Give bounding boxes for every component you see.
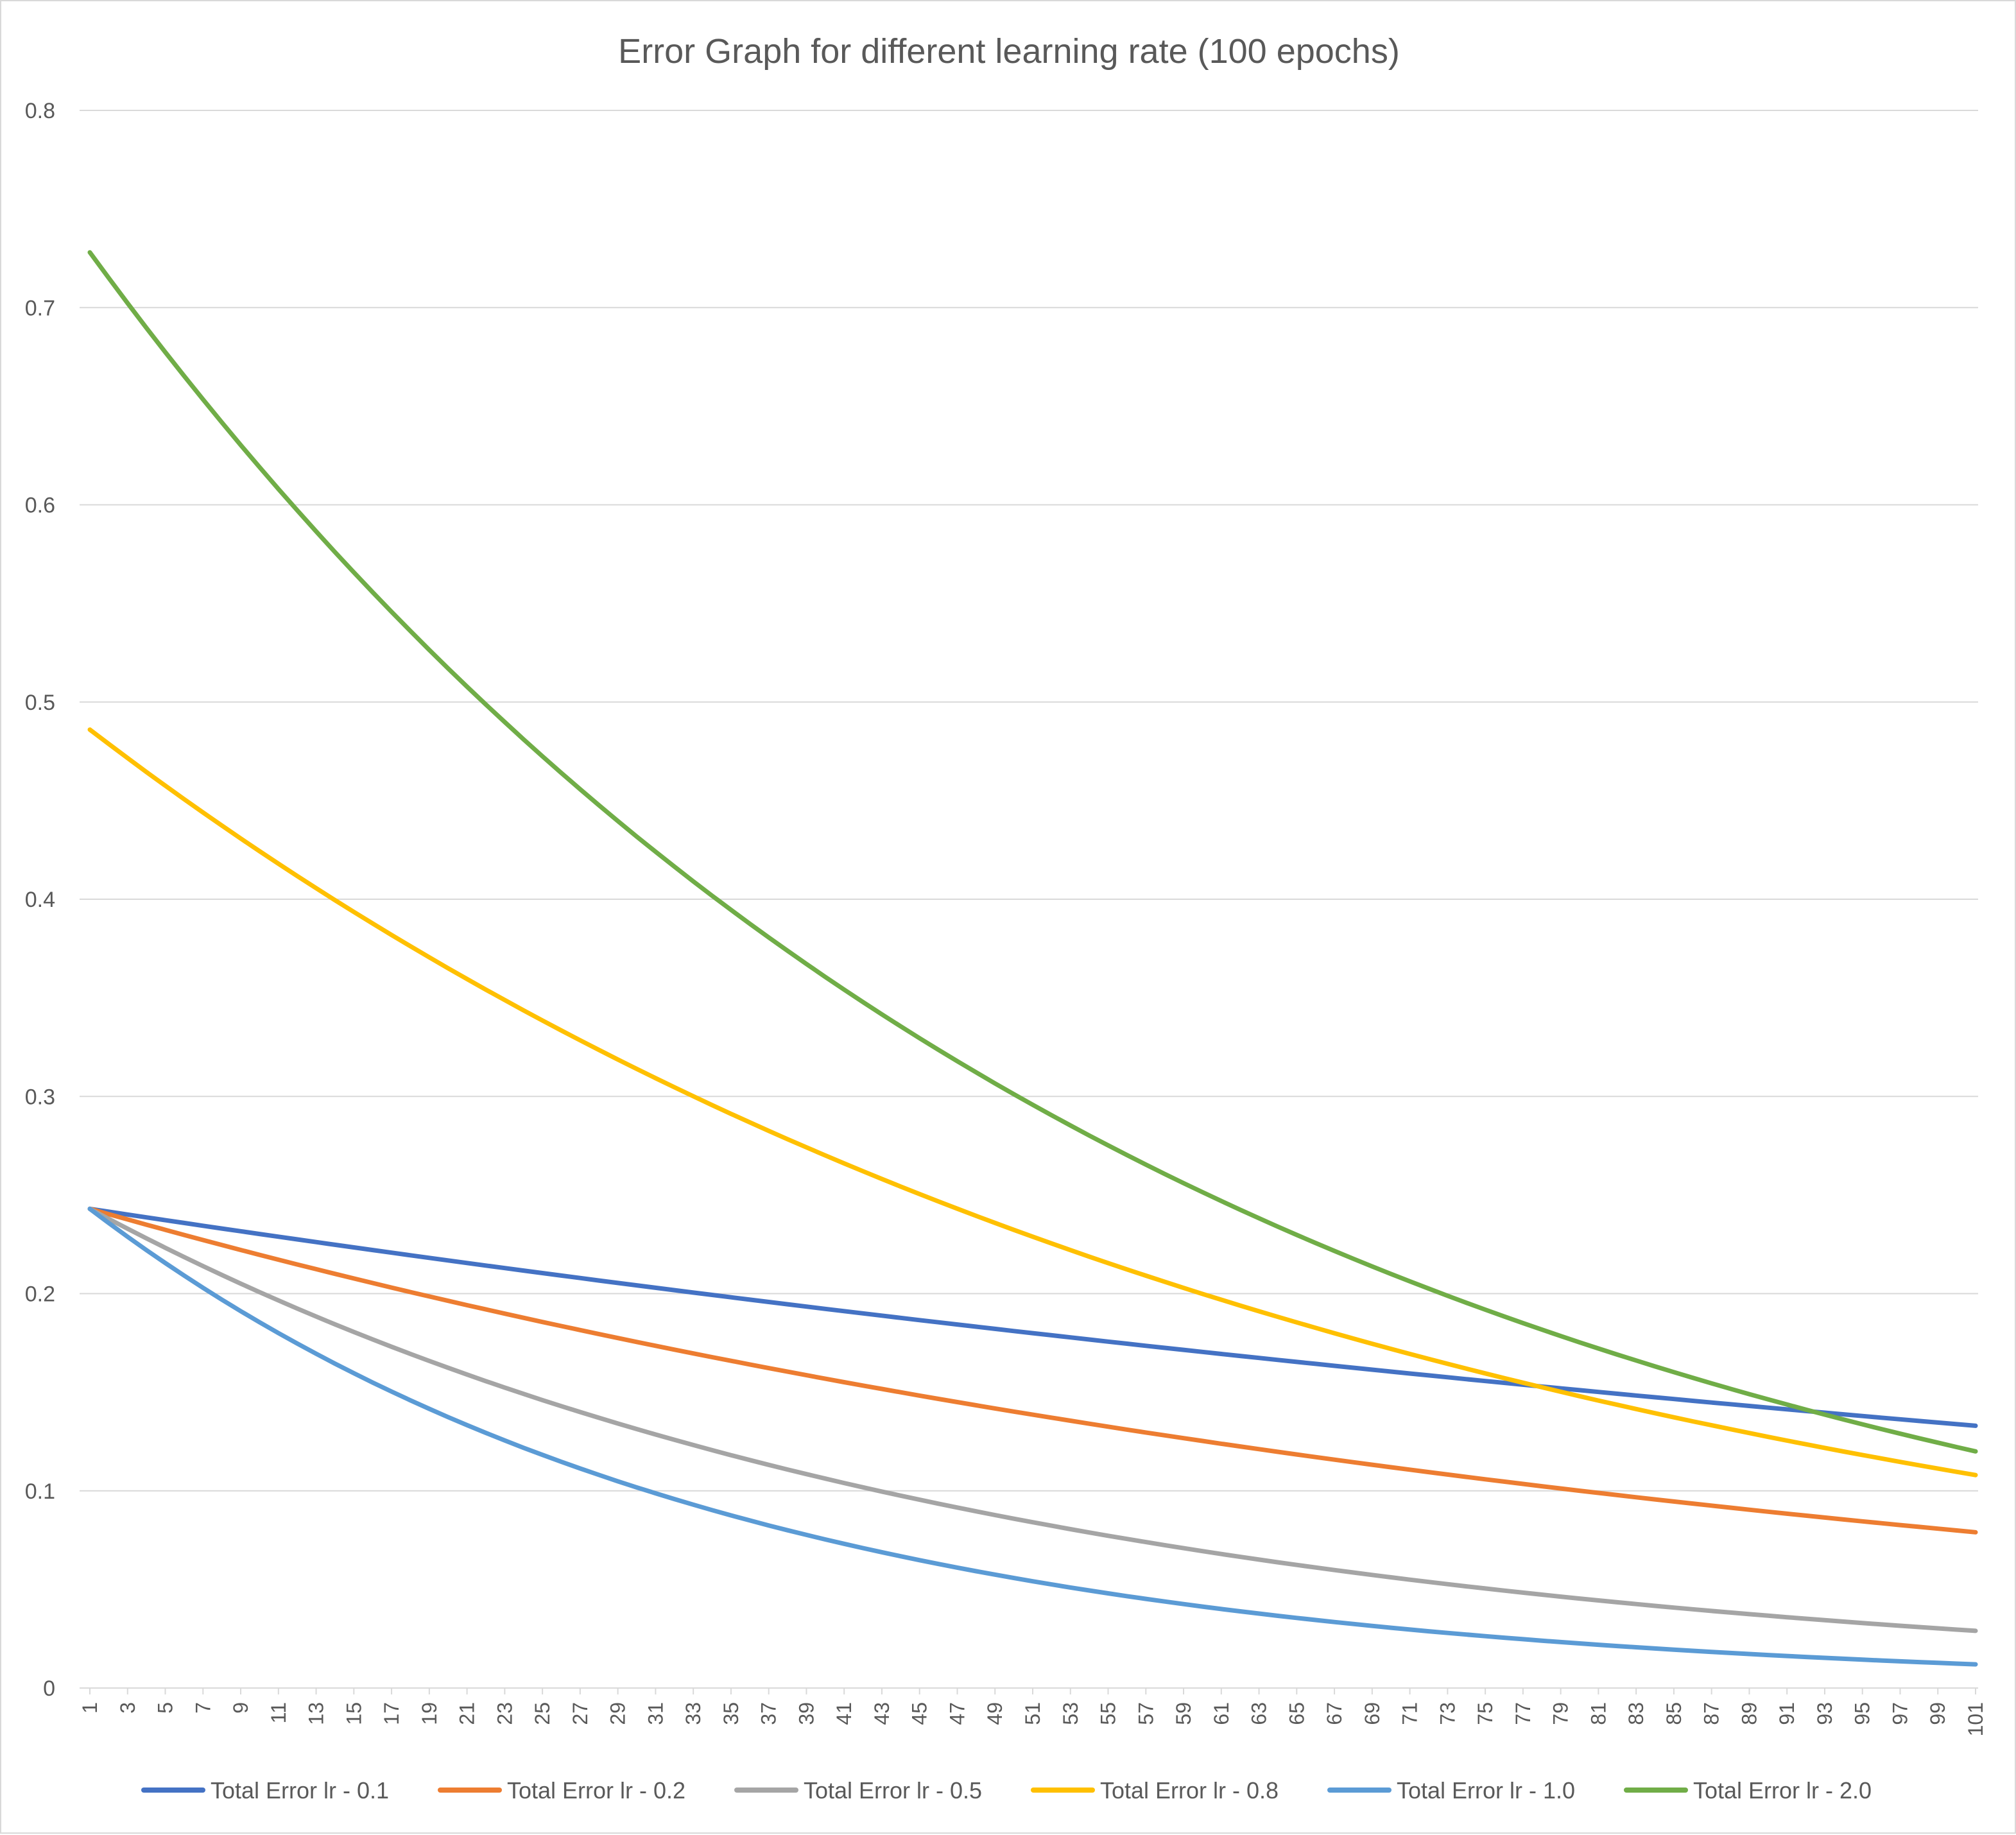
x-tick-label: 63 (1248, 1702, 1271, 1725)
x-tick-label: 81 (1587, 1702, 1610, 1725)
x-tick-label: 101 (1964, 1702, 1987, 1736)
series-line-1 (87, 1206, 1978, 1535)
legend-label: Total Error lr - 0.1 (211, 1777, 389, 1804)
legend-label: Total Error lr - 0.2 (507, 1777, 685, 1804)
x-tick-label: 11 (267, 1702, 290, 1723)
x-tick-label: 45 (908, 1702, 931, 1725)
x-tick-label: 49 (983, 1702, 1006, 1725)
x-tick-label: 65 (1285, 1702, 1308, 1725)
series-line-5 (87, 250, 1978, 1454)
series-line-0 (87, 1206, 1978, 1428)
gridlines (80, 110, 1978, 1689)
x-tick-label: 29 (607, 1702, 630, 1725)
x-tick-label: 7 (191, 1702, 214, 1714)
x-tick-label: 27 (569, 1702, 592, 1725)
x-tick-label: 51 (1021, 1702, 1044, 1725)
y-tick-label: 0.3 (25, 1085, 55, 1109)
legend-item: Total Error lr - 1.0 (1327, 1777, 1575, 1804)
series-line-2 (87, 1206, 1978, 1633)
x-tick-label: 3 (116, 1702, 139, 1714)
y-tick-label: 0.8 (25, 99, 55, 123)
x-tick-label: 75 (1474, 1702, 1497, 1725)
x-tick-label: 97 (1888, 1702, 1911, 1725)
x-tick-label: 61 (1210, 1702, 1233, 1725)
x-tick-label: 85 (1662, 1702, 1685, 1725)
x-tick-label: 31 (644, 1702, 667, 1725)
y-axis: 0 0.1 0.2 0.3 0.4 0.5 0.6 0.7 0.8 (25, 99, 55, 1701)
x-tick-label: 37 (757, 1702, 780, 1725)
legend-item: Total Error lr - 0.2 (438, 1777, 685, 1804)
x-tick-label: 77 (1512, 1702, 1535, 1725)
x-tick-label: 73 (1436, 1702, 1459, 1725)
x-tick-label: 17 (380, 1702, 403, 1725)
x-tick-label: 57 (1134, 1702, 1157, 1725)
legend: Total Error lr - 0.1 Total Error lr - 0.2… (141, 1777, 1872, 1804)
x-tick-label: 95 (1851, 1702, 1874, 1725)
x-tick-label: 89 (1737, 1702, 1761, 1725)
x-tick-label: 55 (1097, 1702, 1120, 1725)
x-tick-label: 79 (1549, 1702, 1572, 1725)
x-tick-label: 43 (870, 1702, 893, 1725)
x-tick-label: 23 (493, 1702, 516, 1725)
x-tick-label: 69 (1361, 1702, 1384, 1725)
y-tick-label: 0.7 (25, 296, 55, 320)
x-tick-label: 67 (1323, 1702, 1346, 1725)
x-tick-label: 71 (1399, 1702, 1422, 1725)
x-tick-label: 39 (795, 1702, 818, 1725)
x-tick-label: 53 (1059, 1702, 1082, 1725)
legend-item: Total Error lr - 0.8 (1031, 1777, 1279, 1804)
legend-label: Total Error lr - 1.0 (1397, 1777, 1575, 1804)
legend-label: Total Error lr - 2.0 (1693, 1777, 1872, 1804)
x-tick-label: 35 (719, 1702, 743, 1725)
x-tick-label: 19 (418, 1702, 441, 1725)
x-tick-label: 93 (1813, 1702, 1836, 1725)
x-axis: 1 3 5 7 9 11 13 15 17 19 21 23 25 27 29 31 33 35 37 39 41 43 4… (78, 1688, 1987, 1736)
chart-title: Error Graph for different learning rate … (618, 32, 1400, 71)
y-tick-label: 0.6 (25, 494, 55, 518)
x-tick-label: 5 (154, 1702, 177, 1714)
legend-item: Total Error lr - 0.5 (734, 1777, 982, 1804)
x-tick-label: 83 (1624, 1702, 1648, 1725)
y-tick-label: 0.1 (25, 1479, 55, 1504)
x-tick-label: 15 (342, 1702, 365, 1725)
series-lines (87, 250, 1978, 1667)
legend-item: Total Error lr - 0.1 (141, 1777, 389, 1804)
legend-label: Total Error lr - 0.5 (804, 1777, 982, 1804)
y-tick-label: 0.2 (25, 1282, 55, 1307)
y-tick-label: 0 (43, 1676, 55, 1701)
x-tick-label: 99 (1926, 1702, 1949, 1725)
series-line-3 (87, 727, 1978, 1477)
legend-label: Total Error lr - 0.8 (1100, 1777, 1279, 1804)
x-tick-label: 25 (531, 1702, 554, 1725)
legend-item: Total Error lr - 2.0 (1624, 1777, 1872, 1804)
x-tick-label: 9 (229, 1702, 252, 1714)
y-tick-label: 0.5 (25, 691, 55, 715)
x-tick-label: 41 (832, 1702, 856, 1725)
x-tick-label: 1 (78, 1702, 101, 1714)
x-tick-label: 47 (945, 1702, 969, 1725)
y-tick-label: 0.4 (25, 888, 55, 912)
series-line-4 (87, 1206, 1978, 1667)
x-tick-label: 13 (305, 1702, 328, 1725)
x-tick-label: 91 (1775, 1702, 1798, 1725)
x-tick-label: 59 (1172, 1702, 1195, 1725)
x-tick-label: 21 (456, 1702, 479, 1725)
x-tick-label: 33 (682, 1702, 705, 1725)
x-tick-label: 87 (1700, 1702, 1723, 1725)
